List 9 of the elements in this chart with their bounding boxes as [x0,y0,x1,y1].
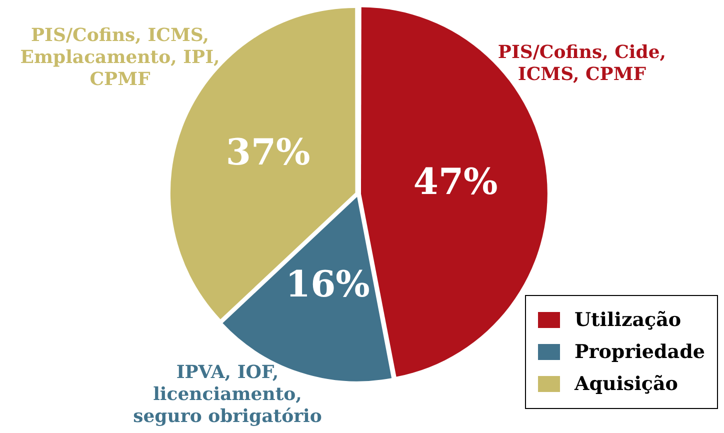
data-label: 47% [413,161,498,204]
legend-label: Aquisição [574,373,678,395]
text: PIS/Cofins, Cide, ICMS, CPMF [496,42,668,86]
legend-label: Propriedade [574,341,705,363]
data-label: 37% [226,131,310,174]
text: IPVA, IOF, licenciamento, seguro obrigatório [132,362,323,428]
legend-label: Utilização [574,309,682,331]
text: PIS/Cofins, ICMS, Emplacamento, IPI, CPMF [20,25,220,91]
data-label: 16% [286,264,370,306]
